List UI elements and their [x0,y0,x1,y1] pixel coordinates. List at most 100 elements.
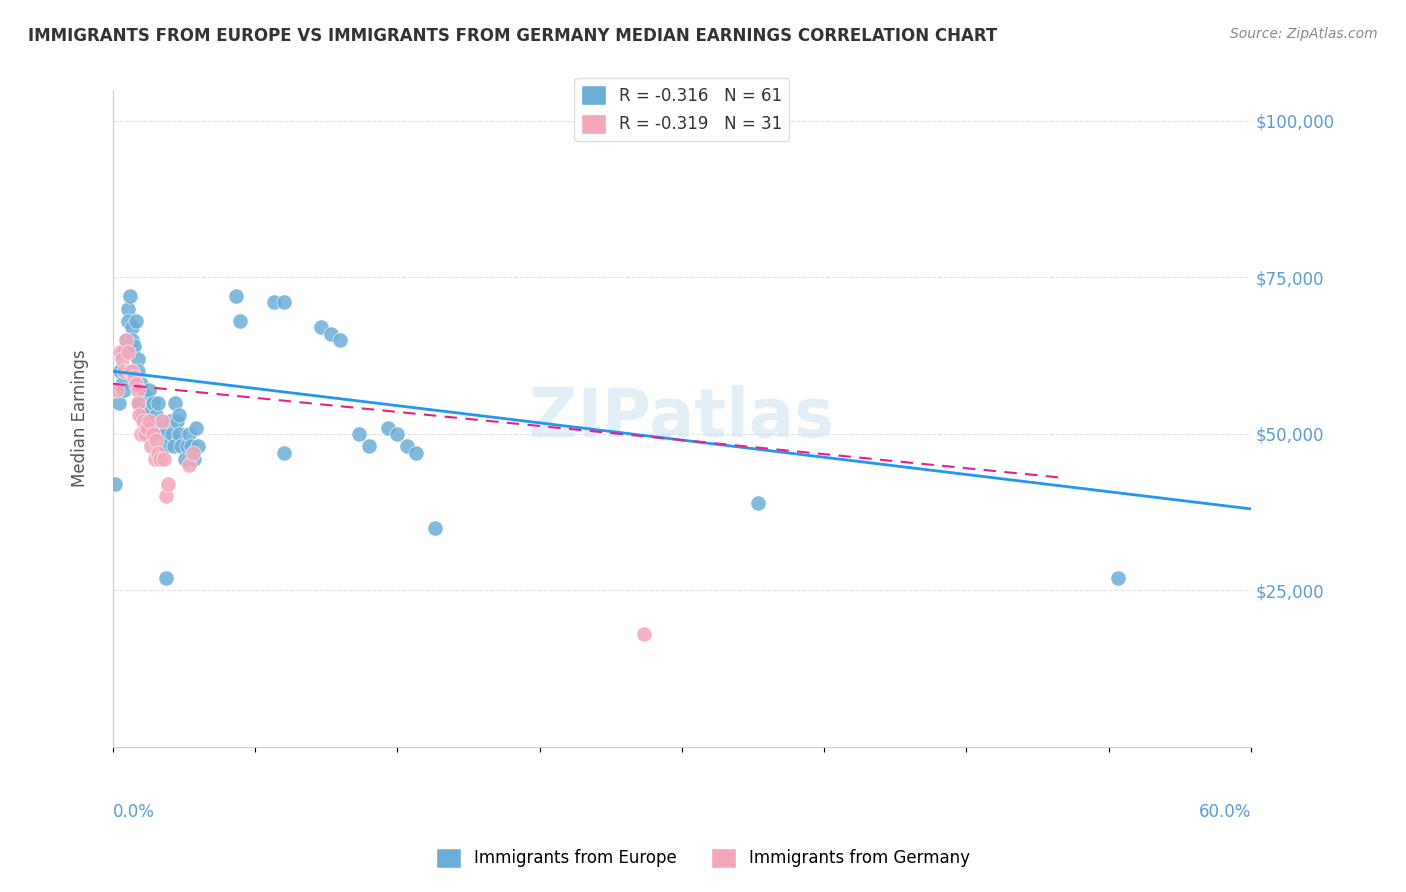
Point [377,420,399,434]
Point [127,351,149,366]
Point [319,326,342,341]
Legend: Immigrants from Europe, Immigrants from Germany: Immigrants from Europe, Immigrants from … [429,841,977,875]
Point [387,426,409,441]
Point [136,401,159,416]
Point [132,414,155,428]
Point [183,451,205,466]
Point [145,408,167,422]
Point [138,383,160,397]
Point [159,414,181,428]
Point [112,345,135,359]
Point [176,439,198,453]
Point [155,571,177,585]
Point [229,314,252,328]
Point [121,320,143,334]
Point [177,458,200,472]
Point [112,383,135,397]
Point [186,420,208,434]
Point [357,439,380,453]
Point [311,320,333,334]
Point [263,295,285,310]
Point [111,376,134,391]
Point [112,364,135,378]
Point [747,495,769,509]
Point [139,439,162,453]
Point [149,420,172,434]
Point [162,439,184,453]
Point [121,333,143,347]
Point [107,395,129,409]
Point [633,627,655,641]
Point [128,408,150,422]
Legend: R = -0.316   N = 61, R = -0.319   N = 31: R = -0.316 N = 61, R = -0.319 N = 31 [575,78,789,141]
Point [405,445,427,459]
Point [181,445,204,459]
Point [180,439,202,453]
Point [136,420,159,434]
Point [138,414,160,428]
Point [115,333,138,347]
Point [165,395,187,409]
Point [149,451,172,466]
Point [155,439,177,453]
Point [155,489,177,503]
Point [117,314,139,328]
Y-axis label: Median Earnings: Median Earnings [72,350,89,487]
Point [1107,571,1129,585]
Point [118,364,141,378]
Point [329,333,352,347]
Point [156,476,179,491]
Point [105,383,128,397]
Point [115,333,138,347]
Point [167,426,190,441]
Point [143,451,166,466]
Point [153,451,176,466]
Point [425,521,447,535]
Point [122,370,145,384]
Point [122,339,145,353]
Text: IMMIGRANTS FROM EUROPE VS IMMIGRANTS FROM GERMANY MEDIAN EARNINGS CORRELATION CH: IMMIGRANTS FROM EUROPE VS IMMIGRANTS FRO… [28,27,997,45]
Point [142,426,165,441]
Point [187,439,209,453]
Point [349,426,371,441]
Point [160,426,183,441]
Point [170,439,193,453]
Text: 0.0%: 0.0% [112,803,155,821]
Point [166,414,188,428]
Text: Source: ZipAtlas.com: Source: ZipAtlas.com [1230,27,1378,41]
Point [148,445,170,459]
Point [139,414,162,428]
Point [225,289,247,303]
Point [110,345,132,359]
Point [124,376,146,391]
Point [124,314,146,328]
Point [132,408,155,422]
Point [129,426,152,441]
Point [127,395,149,409]
Point [143,426,166,441]
Point [129,376,152,391]
Point [127,383,149,397]
Point [128,395,150,409]
Point [118,289,141,303]
Point [104,476,127,491]
Point [273,445,295,459]
Point [134,389,156,403]
Point [167,408,190,422]
Point [127,364,149,378]
Point [117,345,139,359]
Point [273,295,295,310]
Point [117,301,139,316]
Point [148,395,170,409]
Text: 60.0%: 60.0% [1198,803,1251,821]
Point [150,414,173,428]
Point [110,364,132,378]
Point [153,426,176,441]
Point [395,439,418,453]
Text: ZIPatlas: ZIPatlas [530,385,834,451]
Point [111,351,134,366]
Point [121,364,143,378]
Point [134,426,156,441]
Point [174,451,197,466]
Point [142,395,165,409]
